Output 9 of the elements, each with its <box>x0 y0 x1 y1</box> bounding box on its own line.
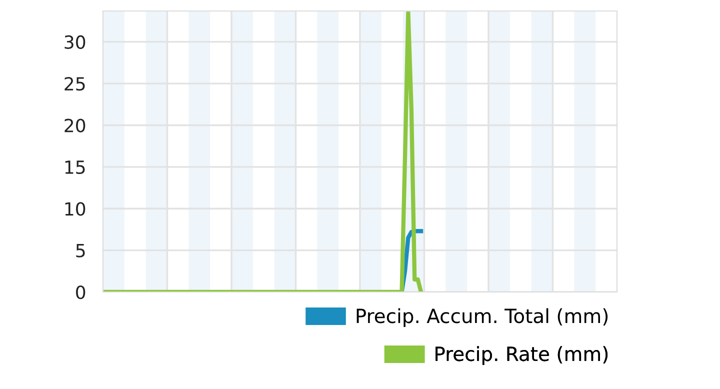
legend-label: Precip. Accum. Total (mm) <box>356 308 608 328</box>
y-tick-label: 20 <box>64 118 86 132</box>
y-tick-label: 0 <box>76 285 86 300</box>
y-tick-label: 5 <box>76 244 85 258</box>
y-tick-label: 25 <box>64 77 85 91</box>
legend-label: Precip. Rate (mm) <box>436 346 608 365</box>
y-tick-label: 15 <box>65 160 85 174</box>
y-tick-label: 10 <box>65 202 86 216</box>
y-tick-label: 30 <box>64 35 86 49</box>
